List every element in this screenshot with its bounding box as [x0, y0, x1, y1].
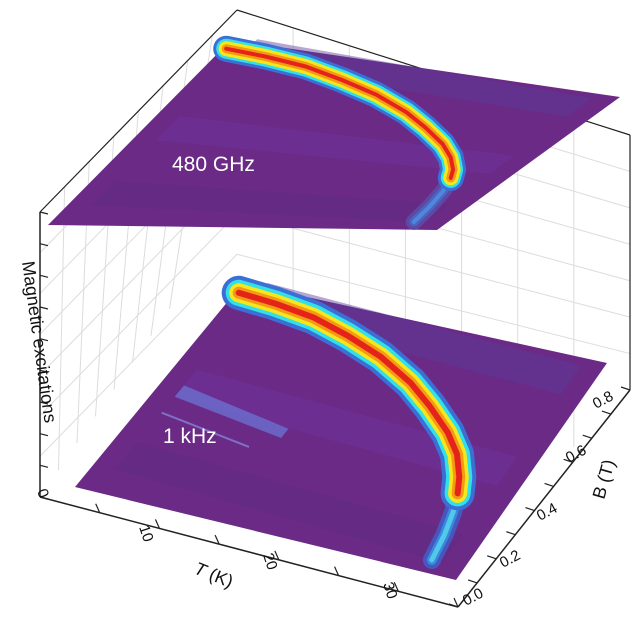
tick-marks — [39, 211, 631, 608]
x-tick-label-10: 10 — [135, 523, 156, 544]
x-axis-tick — [154, 519, 160, 529]
heatmap-plane-background — [75, 283, 607, 580]
z-axis-tick — [39, 464, 49, 468]
x-axis-tick — [453, 597, 459, 608]
z-axis-tick — [39, 243, 49, 247]
grid-line-back-horizontal — [39, 253, 238, 457]
x-axis-tick — [393, 582, 399, 592]
grid-line-back-horizontal — [39, 213, 238, 416]
y-axis-tick — [563, 458, 573, 463]
y-axis-tick — [582, 434, 592, 439]
y-axis-tick — [601, 410, 612, 415]
x-axis-tick — [214, 534, 220, 545]
panel-label-1khz: 1 kHz — [163, 425, 217, 448]
z-axis-title: Magnetic excitations — [18, 260, 61, 424]
heatmap-texture-band — [90, 180, 450, 223]
y-axis-line — [457, 389, 631, 608]
y-axis-tick — [544, 482, 554, 488]
z-axis-tick — [39, 369, 49, 373]
x-axis-line — [39, 496, 459, 608]
heatmap-texture-band — [155, 116, 515, 174]
y-tick-label-0.4: 0.4 — [534, 500, 560, 525]
front-frame-edges — [39, 389, 631, 608]
grid-line-right-horizontal — [236, 253, 631, 355]
y-axis-tick — [467, 579, 478, 584]
heatmap-ridge-band — [224, 46, 456, 180]
x-axis-tick — [95, 503, 101, 513]
y-axis-title: B (T) — [589, 457, 619, 501]
x-axis-title-unit: (K) — [202, 562, 236, 591]
x-axis-tick — [334, 566, 340, 576]
y-axis-tick — [525, 506, 535, 512]
y-axis-tick — [448, 603, 459, 608]
y-axis-tick — [487, 555, 497, 560]
z-axis-tick — [39, 211, 49, 215]
z-axis-tick — [39, 401, 49, 405]
x-axis-title: T (K) — [192, 558, 237, 592]
x-tick-label-20: 20 — [259, 551, 280, 572]
frame-edge-top-left — [39, 9, 238, 213]
z-axis-tick — [39, 274, 49, 278]
grid-line-back-vertical — [58, 186, 66, 471]
y-axis-tick — [506, 531, 516, 536]
y-tick-label-0.0: 0.0 — [460, 585, 486, 610]
heatmap-texture-band — [174, 369, 517, 486]
heatmap-texture-band — [115, 442, 463, 563]
heatmap-streak — [161, 411, 250, 448]
panel-bottom-plane — [75, 275, 607, 580]
heatmap-texture-band — [232, 39, 592, 117]
z-axis-tick — [39, 496, 49, 500]
y-tick-label-0.8: 0.8 — [590, 388, 616, 413]
y-tick-label-0.2: 0.2 — [497, 547, 523, 572]
heatmap-ridge-band — [235, 289, 463, 497]
z-axis-tick — [39, 306, 49, 310]
x-axis-tick — [274, 550, 280, 561]
heatmap-plane-background — [48, 40, 620, 230]
z-axis-tick — [39, 338, 49, 342]
y-axis-tick — [620, 386, 631, 391]
heatmap-blob — [174, 385, 289, 438]
x-tick-label-30: 30 — [379, 580, 400, 601]
grid-line-right-horizontal — [236, 213, 631, 318]
panel-top-plane — [48, 35, 620, 230]
panel-label-480ghz: 480 GHz — [172, 153, 255, 176]
z-axis-tick — [39, 433, 49, 437]
